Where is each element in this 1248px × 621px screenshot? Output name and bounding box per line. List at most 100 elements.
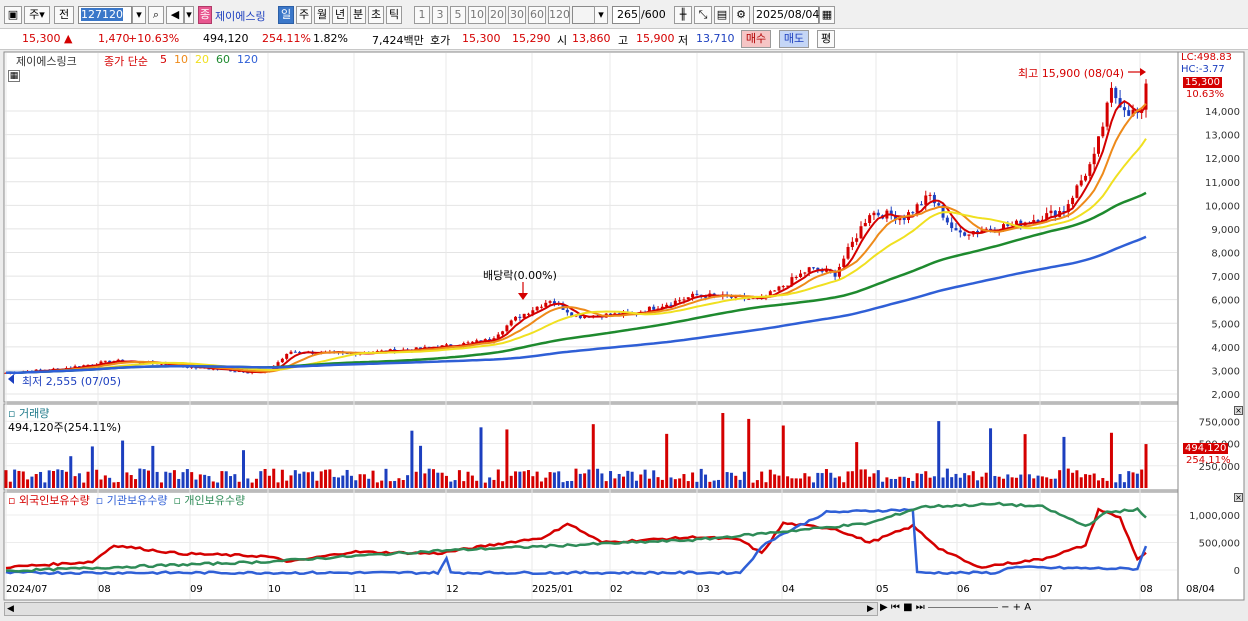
interval-tab-60[interactable]: 60: [528, 6, 546, 24]
interval-tab-20[interactable]: 20: [488, 6, 506, 24]
volume-bar: [997, 476, 1001, 488]
volume-bar: [686, 481, 690, 488]
candle-body: [937, 203, 941, 206]
stop-icon[interactable]: ■: [903, 602, 913, 613]
candle-body: [514, 316, 518, 321]
volume-bar: [371, 470, 375, 488]
period-tab-6[interactable]: 틱: [386, 6, 402, 24]
volume-bar: [190, 472, 194, 488]
candle-body: [289, 351, 293, 354]
market-select[interactable]: 주▾: [24, 6, 50, 24]
volume-bar: [712, 480, 716, 488]
code-dropdown-icon[interactable]: ▾: [132, 6, 146, 24]
table-icon[interactable]: ▦: [8, 70, 20, 82]
count-input[interactable]: 265: [612, 6, 640, 24]
speaker-icon[interactable]: ◀: [166, 6, 184, 24]
x-axis: 2024/07 08 09 10 11 12 2025/01 02 03 04 05 06 07 08 08…: [0, 582, 1248, 600]
volume-bar: [375, 482, 379, 488]
candle-body: [1053, 210, 1057, 217]
volume-bar: [738, 479, 742, 488]
holdings-line-2: [5, 501, 1147, 573]
period-tab-3[interactable]: 년: [332, 6, 348, 24]
period-tab-1[interactable]: 주: [296, 6, 312, 24]
zoom-in-icon[interactable]: +: [1012, 602, 1022, 613]
volume-bar: [591, 424, 595, 488]
volume-bar: [479, 427, 483, 488]
buy-button[interactable]: 매수: [741, 30, 771, 48]
interval-tab-3[interactable]: 3: [432, 6, 448, 24]
scroll-left-icon[interactable]: ◀: [7, 604, 14, 614]
draw-tool-icon[interactable]: ⤡: [694, 6, 712, 24]
interval-dropdown-icon[interactable]: ▾: [594, 6, 608, 24]
candle-body: [846, 246, 850, 259]
volume-bar: [518, 471, 522, 488]
volume-bar: [17, 470, 21, 488]
interval-tab-30[interactable]: 30: [508, 6, 526, 24]
volume-bar: [90, 446, 94, 488]
volume-bar: [1122, 482, 1126, 488]
hc-label: HC:-3.77: [1181, 64, 1225, 75]
interval-tab-5[interactable]: 5: [450, 6, 466, 24]
horizontal-scrollbar[interactable]: ◀ ▶: [4, 602, 878, 616]
volume-bar: [855, 442, 859, 488]
play-icon[interactable]: ▶: [880, 602, 888, 613]
volume-bar: [185, 469, 189, 488]
low-label: 저: [678, 34, 689, 47]
candle-body: [280, 358, 284, 363]
stock-code-input[interactable]: 127120: [78, 6, 132, 24]
candle-body: [902, 217, 906, 220]
eval-button[interactable]: 평: [817, 30, 835, 48]
volume-bar: [574, 468, 578, 488]
period-tab-2[interactable]: 월: [314, 6, 330, 24]
gear-icon[interactable]: ⚙: [732, 6, 750, 24]
sell-button[interactable]: 매도: [779, 30, 809, 48]
volume-bar: [1092, 473, 1096, 488]
candle-body: [233, 371, 237, 373]
date-input[interactable]: 2025/08/04: [753, 6, 819, 24]
period-tab-5[interactable]: 초: [368, 6, 384, 24]
chart-area[interactable]: 14,000 13,000 12,000 11,000 10,000 9,000 8,000…: [0, 50, 1248, 621]
interval-tab-1[interactable]: 1: [414, 6, 430, 24]
candle-body: [246, 372, 250, 374]
candle-body: [751, 297, 755, 299]
candle-body: [794, 277, 798, 279]
prev-button[interactable]: 전: [54, 6, 74, 24]
volume-bar: [1131, 472, 1135, 488]
volume-bar: [302, 471, 306, 488]
zoom-slider[interactable]: [927, 606, 998, 608]
volume-bar: [207, 476, 211, 488]
interval-tab-10[interactable]: 10: [468, 6, 486, 24]
calendar-icon[interactable]: ▦: [819, 6, 835, 24]
volume-bar: [1097, 480, 1100, 488]
candle-icon[interactable]: ╫: [674, 6, 692, 24]
text-tool-icon[interactable]: A: [1024, 602, 1032, 613]
candle-body: [1105, 102, 1109, 127]
search-icon[interactable]: ⌕: [148, 6, 164, 24]
volume-bar: [138, 468, 142, 488]
volume-bar: [989, 428, 993, 488]
save-icon[interactable]: ▤: [714, 6, 730, 24]
scroll-right-icon[interactable]: ▶: [867, 604, 874, 614]
period-tab-4[interactable]: 분: [350, 6, 366, 24]
rewind-icon[interactable]: ⏮: [890, 602, 900, 613]
volume-bar: [751, 482, 755, 488]
interval-tab-120[interactable]: 120: [548, 6, 570, 24]
volume-bar: [103, 475, 107, 488]
window-menu-icon[interactable]: ▣: [4, 6, 22, 24]
volume-bar: [634, 480, 638, 488]
candle-body: [535, 306, 539, 311]
volume-bar: [1071, 472, 1075, 488]
volume-close-icon[interactable]: ×: [1234, 406, 1243, 415]
price-y-tick: 10,000: [1205, 201, 1240, 212]
x-axis-label: 12: [446, 584, 459, 595]
speaker-dropdown-icon[interactable]: ▾: [184, 6, 194, 24]
holdings-close-icon[interactable]: ×: [1234, 493, 1243, 502]
forward-icon[interactable]: ⏭: [915, 602, 925, 613]
period-tab-0[interactable]: 일: [278, 6, 294, 24]
volume-bar: [406, 475, 410, 488]
volume-bar: [345, 469, 349, 488]
zoom-out-icon[interactable]: −: [1001, 602, 1010, 613]
volume-bar: [125, 472, 129, 488]
volume-bar: [311, 471, 315, 488]
stock-badge: 종: [198, 6, 212, 24]
